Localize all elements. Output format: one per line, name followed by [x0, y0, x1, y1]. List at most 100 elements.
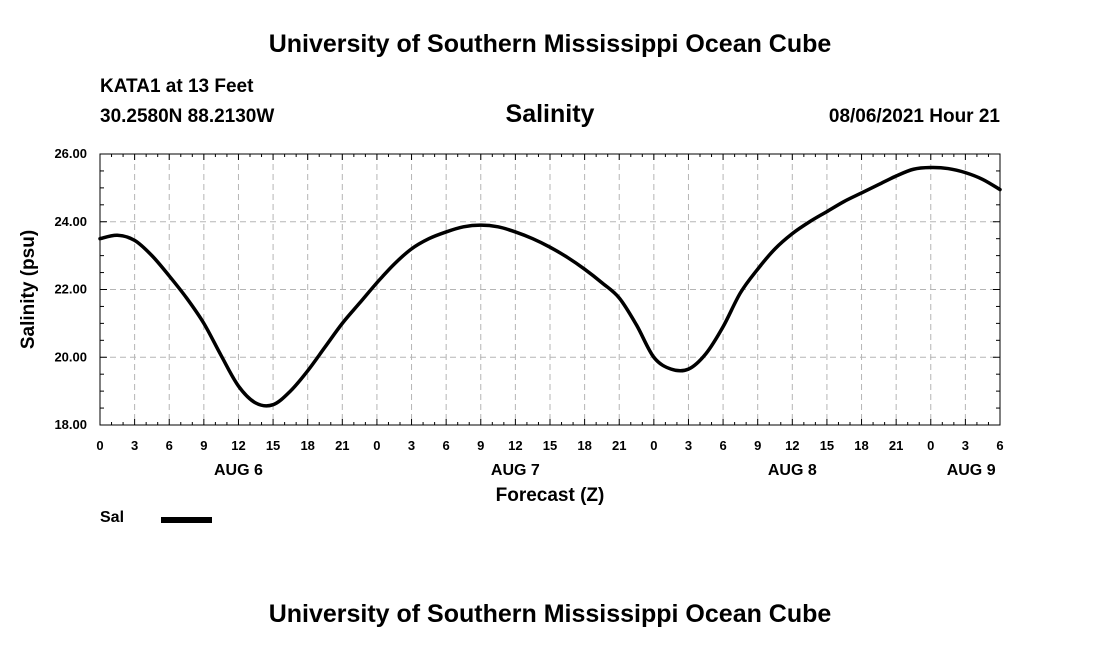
data-point — [341, 322, 344, 325]
data-point — [894, 174, 898, 178]
data-point — [773, 247, 777, 251]
x-tick-label: 3 — [962, 438, 969, 453]
x-tick-label: 6 — [719, 438, 726, 453]
x-tick-label: 15 — [543, 438, 557, 453]
data-point — [98, 237, 102, 240]
data-point — [877, 183, 881, 186]
data-point — [600, 281, 604, 284]
data-point — [237, 384, 240, 388]
x-tick-label: 9 — [200, 438, 207, 453]
x-tick-label: 18 — [854, 438, 868, 453]
data-point — [635, 323, 638, 327]
x-tick-label: 0 — [650, 438, 657, 453]
data-point — [254, 401, 257, 405]
data-point — [531, 237, 534, 240]
data-point — [618, 296, 621, 300]
day-label: AUG 8 — [768, 462, 817, 479]
data-point — [912, 168, 915, 171]
y-tick-label: 18.00 — [54, 417, 87, 432]
data-point — [219, 354, 223, 357]
day-label: AUG 7 — [491, 462, 540, 479]
x-tick-label: 3 — [408, 438, 415, 453]
data-point — [566, 256, 569, 259]
data-point — [843, 200, 846, 203]
x-tick-label: 15 — [266, 438, 280, 453]
legend-label: Sal — [100, 509, 125, 526]
data-point — [289, 389, 292, 393]
data-point — [652, 356, 656, 359]
data-point — [427, 237, 431, 240]
day-label: AUG 6 — [214, 462, 263, 479]
x-tick-label: 15 — [820, 438, 834, 453]
data-point — [444, 230, 448, 234]
data-point — [185, 296, 188, 300]
x-tick-label: 6 — [443, 438, 450, 453]
data-point — [116, 234, 119, 237]
data-point — [929, 166, 932, 169]
data-point — [133, 239, 136, 242]
x-tick-label: 6 — [166, 438, 173, 453]
data-point — [479, 223, 482, 227]
x-tick-label: 12 — [785, 438, 799, 453]
data-point — [514, 230, 517, 234]
legend-swatch — [161, 517, 212, 523]
data-point — [981, 178, 984, 181]
data-point — [998, 188, 1002, 191]
data-point — [860, 191, 863, 195]
forecast-datetime: 08/06/2021 Hour 21 — [828, 106, 1000, 127]
data-point — [704, 352, 707, 356]
data-point — [548, 245, 552, 249]
x-tick-label: 3 — [685, 438, 692, 453]
plot-frame — [99, 153, 1001, 426]
chart-title: Salinity — [505, 100, 595, 128]
x-tick-label: 18 — [577, 438, 591, 453]
data-point — [721, 325, 725, 328]
data-point — [791, 232, 794, 235]
data-point — [358, 301, 361, 305]
data-point — [756, 267, 759, 271]
bottom-title: University of Southern Mississippi Ocean… — [268, 600, 832, 628]
y-tick-label: 20.00 — [54, 349, 87, 364]
y-tick-label: 24.00 — [54, 214, 87, 229]
data-point — [669, 367, 673, 371]
data-point — [825, 210, 829, 213]
data-point — [393, 262, 396, 266]
data-point — [168, 274, 171, 278]
data-point — [271, 403, 275, 406]
x-tick-label: 9 — [477, 438, 484, 453]
x-tick-label: 0 — [927, 438, 934, 453]
station-label: KATA1 at 13 Feet — [100, 76, 254, 97]
data-point — [583, 267, 586, 271]
day-label: AUG 9 — [947, 462, 996, 479]
y-tick-label: 22.00 — [54, 282, 87, 297]
x-tick-label: 0 — [96, 438, 103, 453]
data-point — [150, 254, 154, 257]
data-point — [739, 291, 742, 295]
x-tick-label: 12 — [231, 438, 245, 453]
x-tick-label: 21 — [612, 438, 626, 453]
data-point — [496, 225, 500, 229]
station-coordinates: 30.2580N 88.2130W — [100, 106, 275, 127]
x-axis-title: Forecast (Z) — [496, 485, 605, 506]
data-point — [964, 171, 967, 174]
x-tick-label: 0 — [373, 438, 380, 453]
x-tick-label: 9 — [754, 438, 761, 453]
data-point — [946, 167, 950, 170]
data-point — [687, 367, 690, 371]
x-tick-label: 12 — [508, 438, 522, 453]
y-axis-title: Salinity (psu) — [18, 230, 39, 349]
top-title: University of Southern Mississippi Ocean… — [268, 30, 832, 58]
y-tick-label: 26.00 — [54, 146, 87, 161]
data-point — [410, 247, 413, 251]
data-point — [306, 369, 309, 372]
x-tick-label: 18 — [300, 438, 314, 453]
x-tick-label: 3 — [131, 438, 138, 453]
x-tick-label: 21 — [335, 438, 349, 453]
x-tick-label: 21 — [889, 438, 903, 453]
data-point — [462, 225, 465, 229]
data-point — [375, 281, 379, 284]
data-point — [808, 220, 811, 223]
x-tick-label: 6 — [996, 438, 1003, 453]
data-point — [323, 345, 327, 349]
